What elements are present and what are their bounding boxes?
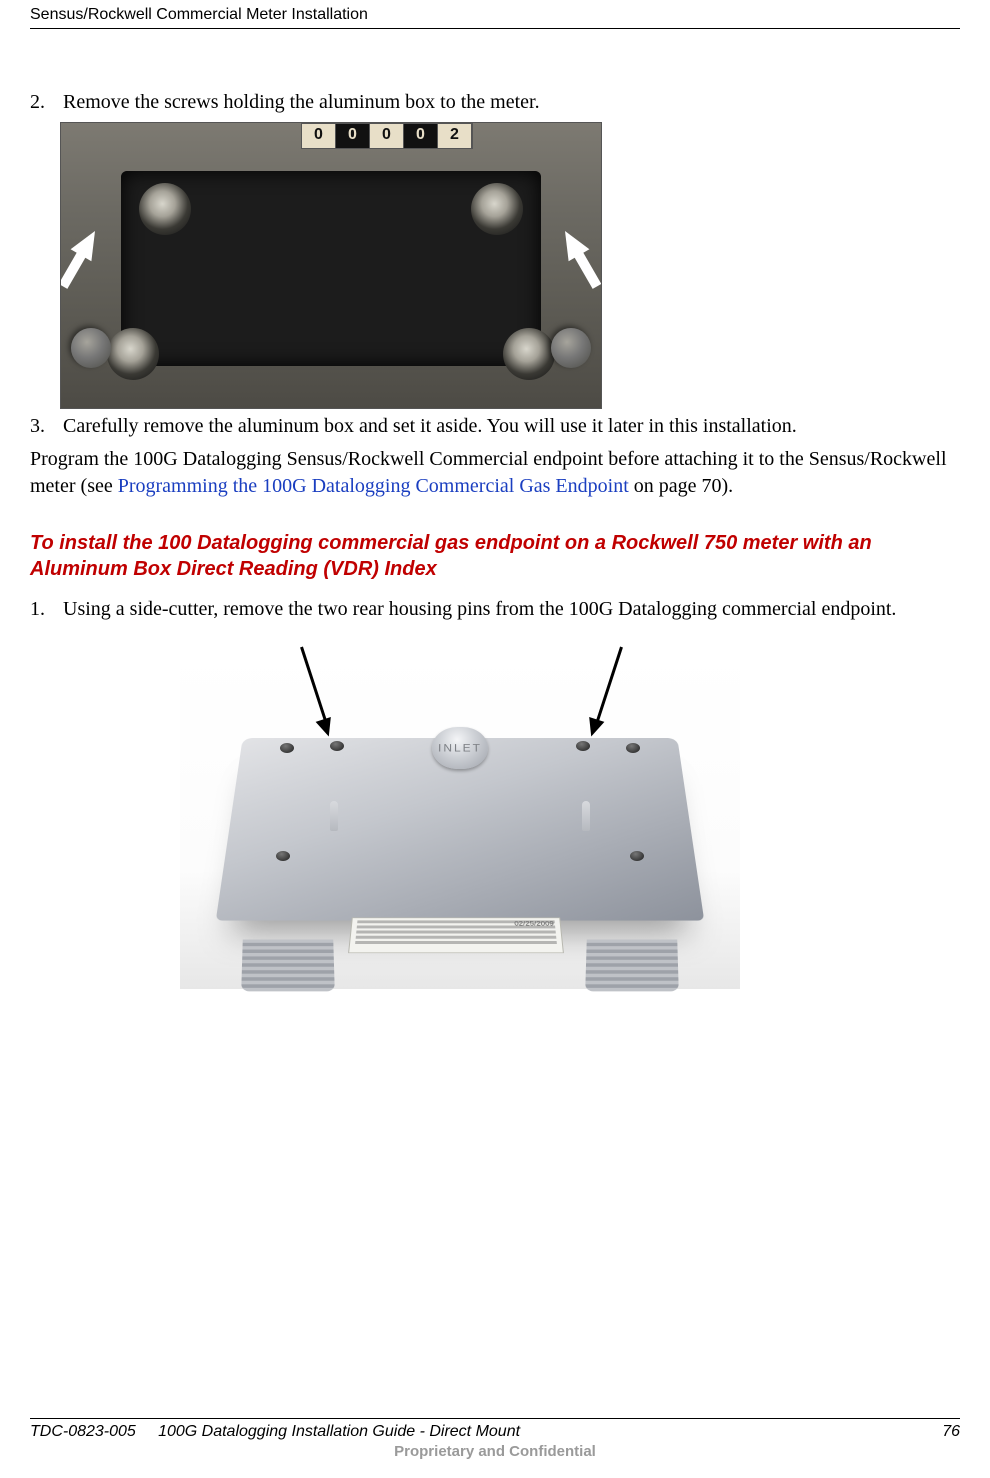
figure-endpoint: INLET 02/25/2009 <box>180 649 740 989</box>
page-footer: TDC-0823-005 100G Datalogging Installati… <box>30 1418 960 1460</box>
page-header: Sensus/Rockwell Commercial Meter Install… <box>30 0 960 29</box>
mount-hole <box>630 851 644 861</box>
install-step-1-text: Using a side-cutter, remove the two rear… <box>63 598 896 620</box>
footer-page-number: 76 <box>942 1423 960 1441</box>
header-title: Sensus/Rockwell Commercial Meter Install… <box>30 6 368 23</box>
step-2: 2. Remove the screws holding the aluminu… <box>30 91 960 114</box>
counter-digit: 0 <box>336 124 370 148</box>
program-para-tail: on page 70). <box>629 475 733 497</box>
rating-label: 02/25/2009 <box>348 917 564 953</box>
cross-ref-link[interactable]: Programming the 100G Datalogging Commerc… <box>118 475 629 497</box>
figure-aluminum-box: 0 0 0 0 2 <box>60 122 602 409</box>
pin-hole <box>626 743 640 753</box>
threaded-fitting-right <box>585 939 679 991</box>
screw-hole-bottom-left <box>107 328 159 380</box>
screw-hole-top-left <box>139 183 191 235</box>
footer-doc-title: 100G Datalogging Installation Guide - Di… <box>158 1423 520 1440</box>
step-3-number: 3. <box>30 415 58 438</box>
footer-doc-number: TDC-0823-005 <box>30 1423 136 1440</box>
install-step-1: 1. Using a side-cutter, remove the two r… <box>30 598 960 621</box>
pin-hole <box>576 741 590 751</box>
install-step-1-number: 1. <box>30 598 58 621</box>
threaded-fitting-left <box>241 939 335 991</box>
counter-digit: 0 <box>302 124 336 148</box>
step-3: 3. Carefully remove the aluminum box and… <box>30 415 960 438</box>
counter-digit: 0 <box>370 124 404 148</box>
corner-boss-right <box>551 328 591 368</box>
step-3-text: Carefully remove the aluminum box and se… <box>63 415 797 437</box>
program-paragraph: Program the 100G Datalogging Sensus/Rock… <box>30 446 960 500</box>
inlet-label: INLET <box>438 742 482 754</box>
screw-hole-top-right <box>471 183 523 235</box>
pin-hole <box>280 743 294 753</box>
pin-hole <box>330 741 344 751</box>
corner-boss-left <box>71 328 111 368</box>
counter-digit: 0 <box>404 124 438 148</box>
screw-hole-bottom-right <box>503 328 555 380</box>
step-2-text: Remove the screws holding the aluminum b… <box>63 91 540 113</box>
mount-hole <box>276 851 290 861</box>
step-2-number: 2. <box>30 91 58 114</box>
meter-counter: 0 0 0 0 2 <box>301 123 473 149</box>
standoff-pin-right <box>582 801 590 831</box>
footer-confidential: Proprietary and Confidential <box>30 1443 960 1460</box>
standoff-pin-left <box>330 801 338 831</box>
section-heading: To install the 100 Datalogging commercia… <box>30 530 960 582</box>
counter-digit: 2 <box>438 124 472 148</box>
